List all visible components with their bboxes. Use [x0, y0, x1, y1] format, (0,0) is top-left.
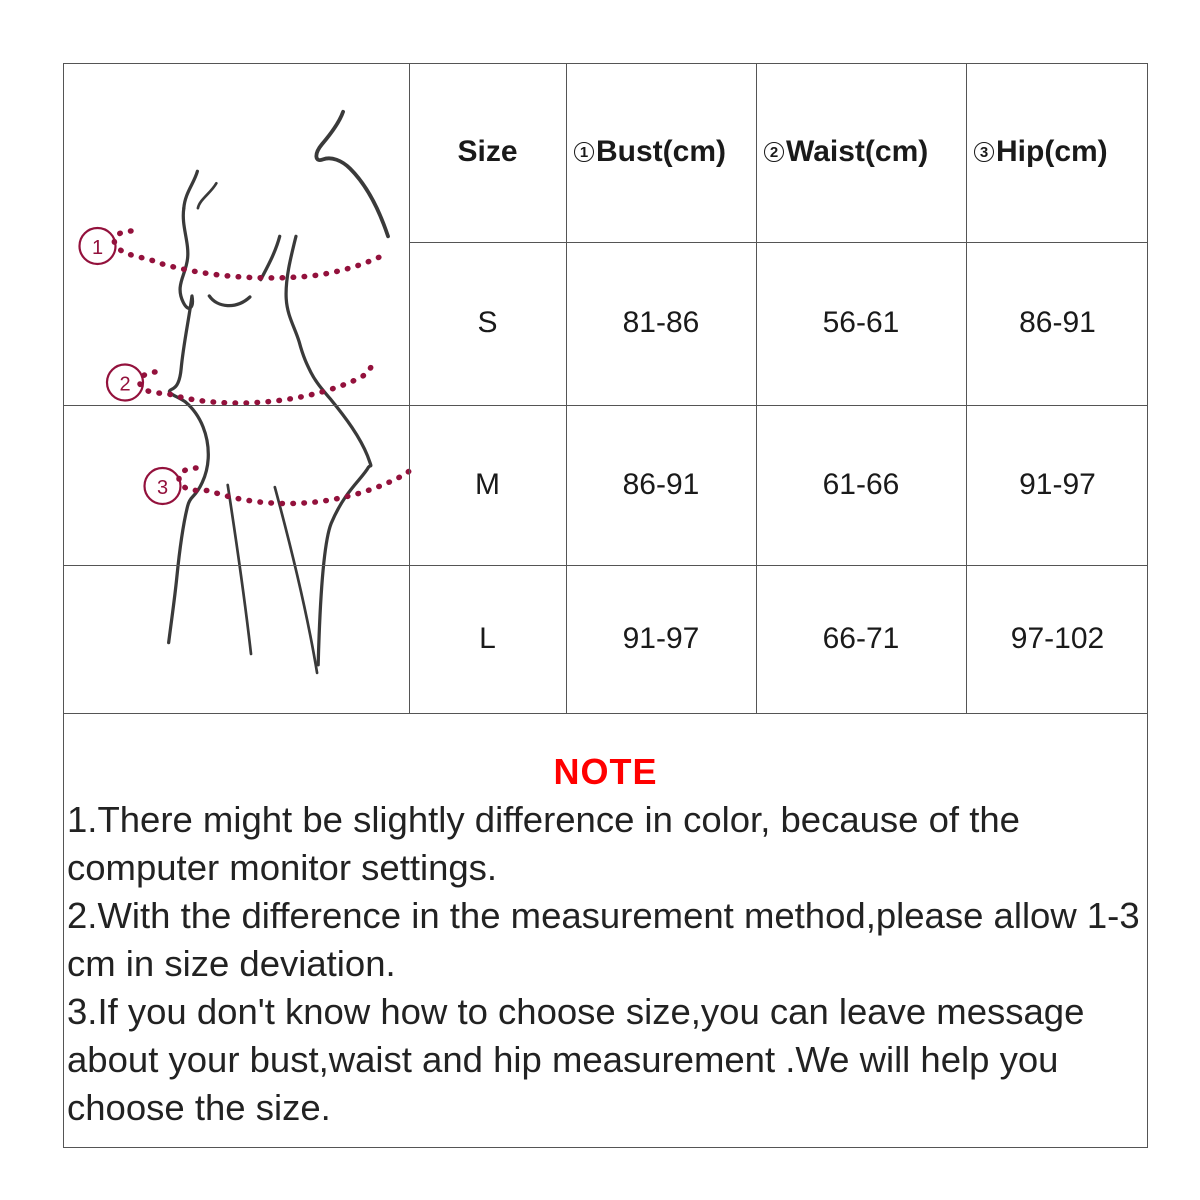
- svg-text:1: 1: [92, 237, 103, 259]
- svg-text:3: 3: [157, 477, 168, 499]
- svg-text:2: 2: [119, 374, 130, 396]
